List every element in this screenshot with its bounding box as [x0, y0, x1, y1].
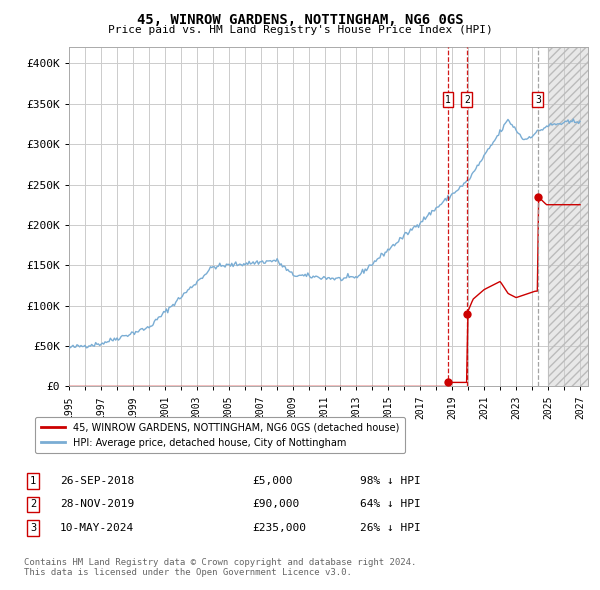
- Text: 2: 2: [464, 95, 470, 104]
- Text: Price paid vs. HM Land Registry's House Price Index (HPI): Price paid vs. HM Land Registry's House …: [107, 25, 493, 35]
- Text: 26% ↓ HPI: 26% ↓ HPI: [360, 523, 421, 533]
- Text: 2: 2: [30, 500, 36, 509]
- Text: 3: 3: [30, 523, 36, 533]
- Text: £90,000: £90,000: [252, 500, 299, 509]
- Bar: [548, 47, 588, 386]
- Text: £235,000: £235,000: [252, 523, 306, 533]
- Text: Contains HM Land Registry data © Crown copyright and database right 2024.
This d: Contains HM Land Registry data © Crown c…: [24, 558, 416, 577]
- Text: 1: 1: [30, 476, 36, 486]
- Text: 45, WINROW GARDENS, NOTTINGHAM, NG6 0GS: 45, WINROW GARDENS, NOTTINGHAM, NG6 0GS: [137, 13, 463, 27]
- Text: 98% ↓ HPI: 98% ↓ HPI: [360, 476, 421, 486]
- Text: £5,000: £5,000: [252, 476, 293, 486]
- Legend: 45, WINROW GARDENS, NOTTINGHAM, NG6 0GS (detached house), HPI: Average price, de: 45, WINROW GARDENS, NOTTINGHAM, NG6 0GS …: [35, 417, 405, 453]
- Text: 28-NOV-2019: 28-NOV-2019: [60, 500, 134, 509]
- Text: 3: 3: [535, 95, 541, 104]
- Text: 1: 1: [445, 95, 451, 104]
- Text: 26-SEP-2018: 26-SEP-2018: [60, 476, 134, 486]
- Text: 10-MAY-2024: 10-MAY-2024: [60, 523, 134, 533]
- Text: 64% ↓ HPI: 64% ↓ HPI: [360, 500, 421, 509]
